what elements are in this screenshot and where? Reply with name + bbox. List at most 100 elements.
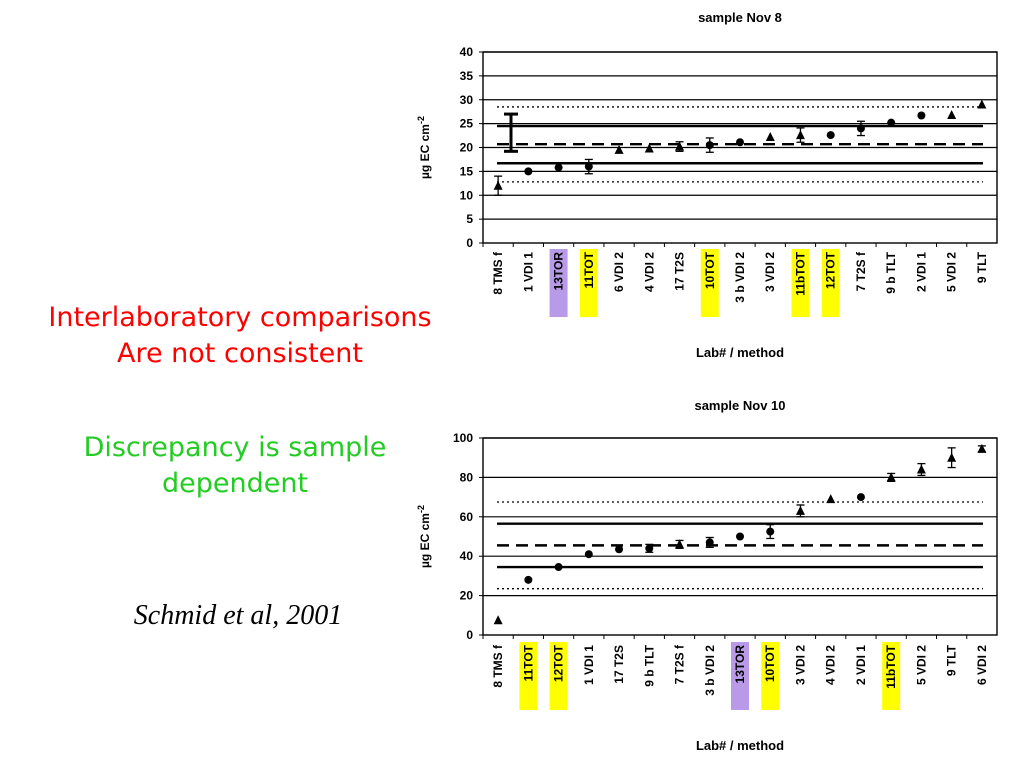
- slide-heading-line-2: Are not consistent: [117, 338, 363, 369]
- chart-1-x-tick-label: 11bTOT: [793, 251, 807, 295]
- chart-1-title: sample Nov 8: [698, 10, 782, 25]
- chart-1-data-point: [614, 144, 624, 154]
- chart-2-category-highlight-yellow: [549, 642, 568, 710]
- chart-1-x-tick-label: 10TOT: [703, 251, 717, 289]
- chart-2-data-point: [826, 494, 836, 504]
- chart-1-data-point: [826, 131, 835, 140]
- chart-2-data-point: [736, 532, 744, 541]
- chart-2-x-tick-label: 7 T2S f: [673, 644, 687, 684]
- chart-1-x-axis-label: Lab# / method: [696, 345, 784, 360]
- chart-1-data-point: [524, 167, 533, 176]
- chart-2-data-point: [615, 545, 624, 554]
- chart-2-y-axis-label: µg EC cm-2: [416, 505, 432, 568]
- slide-heading-line-1: Interlaboratory comparisons: [48, 302, 432, 333]
- chart-2-x-tick-label: 1 VDI 1: [582, 645, 596, 685]
- slide-note-line-2: dependent: [161, 468, 309, 499]
- chart-2-y-tick-label: 0: [466, 628, 473, 642]
- chart-2-data-point: [705, 538, 714, 547]
- chart-1-x-tick-label: 2 VDI 1: [914, 252, 928, 292]
- chart-1-x-tick-label: 3 b VDI 2: [733, 252, 747, 303]
- chart-1-y-axis-label-superscript: -2: [416, 116, 426, 124]
- chart-1-x-tick-label: 9 b TLT: [884, 251, 898, 293]
- chart-1-data-point: [736, 138, 744, 147]
- chart-1-x-tick-label: 9 TLT: [975, 251, 989, 283]
- chart-1-x-tick-label: 13TOR: [552, 252, 566, 291]
- chart-1-range-bar: [504, 112, 518, 153]
- chart-1-y-tick-label: 20: [460, 141, 474, 155]
- chart-2-data-point: [584, 550, 593, 559]
- chart-1-data-point: [947, 110, 957, 120]
- chart-2-category-highlight-yellow: [761, 642, 780, 710]
- chart-1-category-highlight-yellow: [791, 249, 810, 317]
- chart-2-x-tick-label: 12TOT: [552, 644, 566, 682]
- chart-2-y-tick-label: 20: [460, 589, 474, 603]
- chart-1-category-highlight-yellow: [821, 249, 840, 317]
- chart-1-x-tick-label: 1 VDI 1: [521, 252, 535, 292]
- slide-note-line-1: Discrepancy is sample: [83, 432, 387, 463]
- chart-1-x-tick-label: 3 VDI 2: [763, 252, 777, 292]
- chart-2-data-point: [766, 527, 775, 536]
- chart-1-data-point: [977, 99, 987, 109]
- chart-1-data-point: [795, 130, 805, 140]
- chart-2-x-tick-label: 11bTOT: [884, 644, 898, 688]
- chart-1-x-tick-label: 17 T2S: [673, 252, 687, 291]
- citation: Schmid et al, 2001: [133, 600, 343, 631]
- chart-2-x-tick-label: 10TOT: [763, 644, 777, 682]
- chart-2-x-tick-label: 9 TLT: [945, 644, 959, 676]
- chart-1-x-tick-label: 6 VDI 2: [612, 252, 626, 292]
- chart-2-category-highlight-yellow: [882, 642, 901, 710]
- chart-1-y-tick-label: 25: [460, 117, 474, 131]
- chart-1-y-tick-label: 40: [460, 45, 474, 59]
- chart-1-category-highlight-purple: [549, 249, 568, 317]
- chart-1-data-point: [493, 180, 503, 190]
- chart-2-x-tick-label: 3 b VDI 2: [703, 645, 717, 696]
- chart-1-x-tick-label: 12TOT: [824, 251, 838, 289]
- chart-2-x-tick-label: 17 T2S: [612, 645, 626, 684]
- chart-1-data-point: [887, 118, 896, 127]
- chart-1-category-highlight-yellow: [579, 249, 598, 317]
- chart-1-y-tick-label: 0: [466, 236, 473, 250]
- chart-2-data-point: [524, 575, 533, 584]
- chart-2-data-point: [977, 443, 987, 453]
- chart-1-y-tick-label: 15: [460, 164, 474, 178]
- chart-1-x-tick-label: 4 VDI 2: [642, 252, 656, 292]
- chart-1-y-axis-label: µg EC cm-2: [416, 116, 432, 179]
- chart-2-data-point: [916, 464, 926, 474]
- chart-2-data-point: [856, 493, 865, 502]
- chart-2-x-tick-label: 13TOR: [733, 645, 747, 684]
- chart-2-y-tick-label: 100: [453, 431, 473, 445]
- chart-1-y-tick-label: 30: [460, 93, 474, 107]
- chart-2-x-axis-label: Lab# / method: [696, 738, 784, 753]
- chart-1-x-tick-label: 11TOT: [582, 251, 596, 288]
- chart-2-x-tick-label: 2 VDI 1: [854, 645, 868, 685]
- chart-2-y-tick-label: 60: [460, 510, 474, 524]
- chart-1-data-point: [856, 124, 865, 133]
- chart-2-data-point: [947, 452, 957, 462]
- slide-heading: Interlaboratory comparisons Are not cons…: [0, 300, 480, 372]
- chart-2-x-tick-label: 6 VDI 2: [975, 645, 989, 685]
- chart-1-data-point: [917, 111, 926, 120]
- chart-2-data-point: [493, 615, 503, 625]
- chart-2-category-highlight-purple: [731, 642, 749, 710]
- chart-2-data-point: [645, 544, 654, 553]
- chart-1-x-tick-label: 7 T2S f: [854, 251, 868, 291]
- chart-2-data-point: [554, 563, 563, 572]
- chart-1-data-point: [584, 162, 593, 171]
- chart-1-x-tick-label: 5 VDI 2: [945, 252, 959, 292]
- chart-1-data-point: [644, 143, 654, 153]
- chart-1-data-point: [554, 163, 563, 172]
- chart-2-y-axis-label-superscript: -2: [416, 505, 426, 513]
- chart-2-data-point: [675, 539, 685, 549]
- chart-1-y-tick-label: 10: [460, 188, 474, 202]
- chart-1-data-point: [765, 131, 775, 141]
- chart-1-data-point: [675, 141, 685, 151]
- chart-2-data-point: [886, 472, 896, 482]
- chart-2-title: sample Nov 10: [694, 398, 785, 413]
- chart-2-y-tick-label: 80: [460, 470, 474, 484]
- chart-2-y-tick-label: 40: [460, 549, 474, 563]
- chart-2-plot-frame: [482, 437, 998, 636]
- chart-2-x-tick-label: 4 VDI 2: [824, 645, 838, 685]
